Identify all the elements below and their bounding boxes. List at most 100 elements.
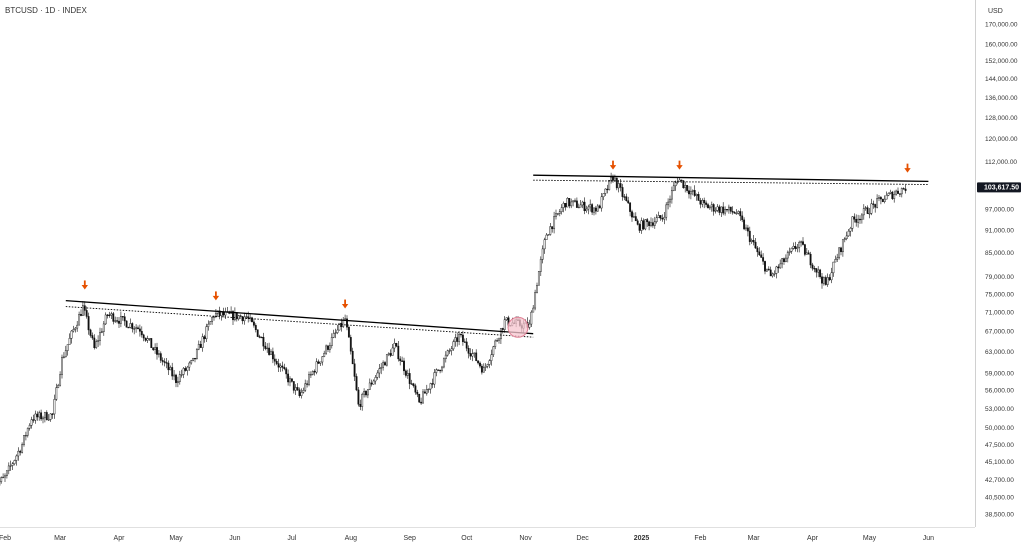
candle-body-up xyxy=(309,374,312,376)
candle-body-up xyxy=(11,463,14,466)
candle-body-up xyxy=(129,323,132,328)
price-axis[interactable]: 170,000.00 160,000.00 152,000.00 144,000.00… xyxy=(985,21,1018,518)
candle-body-down xyxy=(351,350,354,365)
candle-body-up xyxy=(720,206,723,213)
annotations-layer xyxy=(65,160,929,338)
candle-body-up xyxy=(701,200,704,205)
candle-body-up xyxy=(775,266,778,274)
candle-body-down xyxy=(794,245,797,250)
candle-body-up xyxy=(328,345,331,350)
time-tick-label: Jul xyxy=(287,535,296,542)
candle-body-down xyxy=(575,200,578,208)
candle-body-up xyxy=(336,329,339,333)
candle-body-up xyxy=(9,465,12,467)
candle-body-up xyxy=(186,366,189,371)
candle-body-down xyxy=(106,314,109,316)
candle-body-up xyxy=(695,194,698,196)
candle-body-down xyxy=(642,220,645,230)
candle-body-down xyxy=(218,310,221,316)
candle-body-down xyxy=(283,367,286,369)
candle-body-up xyxy=(735,212,738,215)
candle-body-down xyxy=(897,190,899,194)
candle-body-up xyxy=(798,242,801,248)
candle-body-down xyxy=(872,203,875,205)
candle-body-down xyxy=(222,311,225,316)
candle-body-up xyxy=(674,182,677,187)
candle-body-up xyxy=(446,350,449,356)
candle-body-up xyxy=(0,477,3,482)
candle-body-down xyxy=(879,197,882,200)
candle-body-down xyxy=(138,328,141,332)
candle-body-up xyxy=(302,390,305,393)
candle-body-up xyxy=(173,374,176,377)
candle-body-down xyxy=(45,412,48,420)
candle-body-up xyxy=(834,259,837,263)
candle-body-up xyxy=(207,323,210,327)
arrow-jul-head xyxy=(341,304,349,309)
time-tick-label: Jun xyxy=(923,535,934,542)
candle-body-up xyxy=(393,343,396,349)
candle-body-down xyxy=(281,365,284,368)
price-tick-label: 160,000.00 xyxy=(985,41,1018,48)
candle-body-up xyxy=(895,190,898,195)
time-axis[interactable]: Feb Mar Apr May Jun Jul Aug Sep Oct Nov Dec 2025 Feb… xyxy=(0,535,934,542)
candle-body-up xyxy=(530,311,533,325)
candle-body-up xyxy=(38,412,41,418)
candle-body-down xyxy=(165,362,168,364)
candle-body-down xyxy=(142,334,145,339)
candle-body-up xyxy=(608,180,611,191)
candle-body-down xyxy=(152,347,155,350)
candle-body-down xyxy=(298,389,301,396)
time-tick-label: Nov xyxy=(519,535,532,542)
candle-body-down xyxy=(612,177,614,181)
time-tick-label: 2025 xyxy=(634,535,650,542)
candle-body-down xyxy=(748,230,751,242)
candle-body-up xyxy=(68,338,71,345)
candle-body-down xyxy=(477,360,480,364)
candle-body-up xyxy=(334,332,337,334)
candle-body-up xyxy=(562,203,565,208)
candle-body-down xyxy=(840,247,842,253)
candle-body-down xyxy=(256,329,259,337)
candle-body-down xyxy=(551,226,554,230)
candle-body-down xyxy=(247,316,250,319)
candle-body-up xyxy=(876,198,879,208)
candle-body-up xyxy=(435,369,438,373)
candle-body-down xyxy=(594,207,597,212)
price-tick-label: 152,000.00 xyxy=(985,58,1018,65)
candle-body-down xyxy=(625,196,628,201)
candle-body-up xyxy=(826,277,829,285)
candle-body-up xyxy=(450,348,453,351)
candle-body-up xyxy=(503,319,506,330)
candle-body-down xyxy=(403,360,405,372)
candle-body-up xyxy=(482,367,485,373)
candle-body-up xyxy=(655,217,658,222)
candle-body-down xyxy=(285,368,288,375)
candle-body-up xyxy=(452,341,455,350)
candle-body-up xyxy=(279,365,282,368)
candle-body-down xyxy=(91,335,94,339)
candle-body-up xyxy=(737,211,740,214)
candle-body-up xyxy=(585,208,588,212)
candle-body-up xyxy=(849,228,852,232)
candle-body-down xyxy=(389,353,392,356)
candle-body-up xyxy=(178,374,181,382)
candle-body-down xyxy=(404,370,407,376)
candle-body-up xyxy=(665,204,668,218)
candle-body-down xyxy=(881,198,884,202)
candle-body-down xyxy=(898,193,901,195)
candle-body-down xyxy=(271,351,274,360)
candle-body-down xyxy=(260,336,263,339)
candle-body-up xyxy=(534,292,537,309)
candle-body-up xyxy=(97,340,100,342)
candle-body-down xyxy=(346,318,348,328)
candle-body-up xyxy=(889,191,892,194)
price-tick-label: 120,000.00 xyxy=(985,136,1018,143)
candle-body-up xyxy=(197,343,200,350)
candle-body-up xyxy=(817,269,820,273)
candle-body-down xyxy=(456,337,459,342)
arrow-jan-head xyxy=(676,165,683,170)
candle-body-down xyxy=(359,403,362,407)
candle-body-up xyxy=(572,200,575,203)
